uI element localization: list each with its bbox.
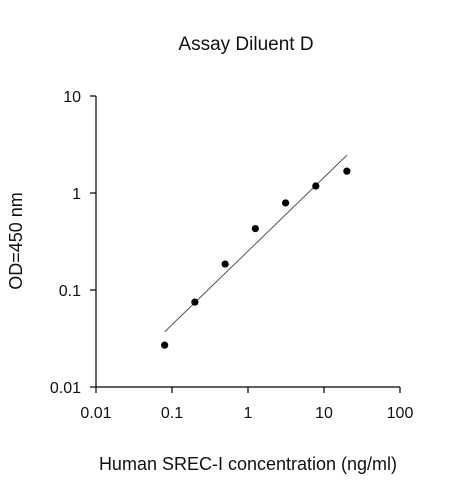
x-axis-label: Human SREC-I concentration (ng/ml): [99, 454, 397, 474]
data-points: [161, 167, 351, 349]
plot-area: 0.01 0.1 1 10 100 0.01 0.1 1 10: [50, 89, 414, 422]
y-tick-label: 1: [72, 186, 81, 203]
trend-line: [164, 154, 348, 333]
data-point: [251, 224, 259, 233]
y-tick-label: 10: [63, 89, 81, 106]
data-point: [343, 167, 351, 175]
y-tick-label: 0.1: [59, 283, 81, 300]
x-tick-label: 1: [244, 405, 253, 422]
data-point: [282, 199, 290, 207]
data-point: [191, 298, 199, 306]
x-ticks: 0.01 0.1 1 10 100: [80, 387, 413, 422]
data-point: [161, 341, 169, 349]
x-tick-label: 10: [315, 405, 333, 422]
data-point: [312, 182, 320, 190]
y-tick-label: 0.01: [50, 380, 81, 397]
data-point: [221, 260, 229, 268]
x-tick-label: 0.1: [161, 405, 183, 422]
x-tick-label: 100: [387, 405, 414, 422]
y-ticks: 0.01 0.1 1 10: [50, 89, 96, 397]
chart-title: Assay Diluent D: [178, 34, 313, 55]
y-axis-label: OD=450 nm: [6, 192, 26, 290]
x-tick-label: 0.01: [80, 405, 111, 422]
